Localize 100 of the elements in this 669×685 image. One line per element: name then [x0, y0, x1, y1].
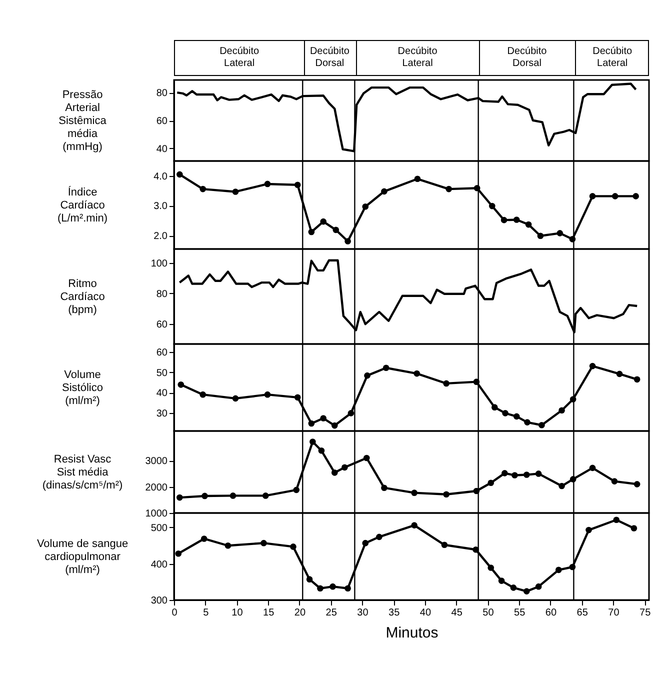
point: [558, 482, 565, 490]
y-tick-label: 100: [150, 258, 168, 270]
point: [232, 188, 239, 195]
point: [488, 202, 496, 210]
point: [512, 472, 518, 478]
point: [491, 404, 498, 410]
point: [364, 372, 370, 379]
y-tick-label: 40: [156, 388, 168, 400]
y-tick-label: 2.0: [154, 231, 168, 242]
point: [535, 470, 542, 477]
point: [411, 490, 418, 496]
point: [200, 186, 206, 192]
x-tick-label: 30: [357, 608, 369, 618]
point: [175, 550, 182, 557]
point: [535, 583, 542, 590]
point: [523, 472, 530, 478]
x-axis-title: Minutos: [386, 624, 438, 642]
point: [443, 491, 450, 498]
y-tick-label: 60: [156, 116, 168, 127]
y-axis-title: Índice Cardíaco (L/m².min): [57, 186, 108, 224]
y-tick-label: 80: [156, 88, 168, 100]
x-tick-label: 35: [388, 608, 400, 618]
y-tick-label: 50: [156, 368, 168, 379]
point: [589, 362, 596, 370]
point: [381, 484, 388, 492]
point: [306, 576, 313, 582]
x-tick-label: 55: [514, 608, 526, 618]
point: [310, 438, 316, 445]
point: [611, 478, 618, 484]
point: [200, 391, 206, 398]
point: [294, 182, 301, 188]
point: [589, 193, 596, 200]
point: [178, 382, 184, 388]
y-tick-label: 30: [156, 408, 168, 420]
y-tick-label: 60: [156, 348, 168, 359]
point: [363, 454, 370, 462]
point: [290, 544, 296, 550]
point: [488, 564, 494, 571]
y-axis-title: Resist Vasc Sist média (dinas/s/cm⁵/m²): [42, 454, 123, 492]
y-tick-label: 300: [150, 596, 168, 606]
point: [632, 193, 639, 200]
y-tick-label: 3.0: [154, 201, 168, 212]
point: [556, 230, 564, 236]
point: [308, 420, 315, 427]
point: [331, 470, 338, 476]
point: [555, 566, 562, 574]
point: [308, 228, 315, 236]
y-tick-label: 400: [150, 559, 168, 570]
point: [318, 447, 325, 454]
y-tick-label: 80: [156, 288, 168, 300]
point: [446, 186, 452, 192]
point: [414, 370, 420, 377]
point: [502, 470, 508, 476]
y-tick-label: 40: [156, 144, 168, 155]
point: [616, 370, 623, 378]
point: [498, 578, 505, 584]
point: [376, 534, 382, 540]
point: [264, 391, 271, 398]
point: [634, 481, 640, 488]
point: [441, 542, 448, 548]
point: [586, 526, 592, 534]
point: [342, 464, 348, 471]
point: [500, 216, 508, 224]
point: [537, 232, 544, 240]
point: [524, 419, 530, 426]
point: [262, 492, 269, 499]
point: [232, 395, 239, 402]
point: [630, 525, 638, 532]
point: [634, 376, 640, 383]
x-tick-label: 10: [232, 608, 244, 618]
x-tick-label: 25: [326, 608, 338, 618]
point: [176, 494, 183, 501]
point: [264, 180, 271, 188]
point: [224, 542, 232, 549]
y-tick-label: 3000: [145, 456, 168, 468]
point: [443, 380, 450, 387]
point: [293, 486, 300, 494]
y-tick-label: 2000: [145, 482, 168, 494]
point: [411, 522, 418, 528]
point: [381, 188, 388, 195]
x-tick-label: 5: [203, 608, 210, 618]
y-tick-label: 500: [150, 523, 168, 534]
point: [558, 407, 565, 414]
point: [344, 238, 351, 244]
x-tick-label: 0: [172, 608, 178, 618]
point: [230, 492, 236, 499]
y-tick-label: 60: [156, 320, 168, 331]
point: [362, 540, 369, 546]
y-axis-title: Volume de sangue cardiopulmonar (ml/m²): [36, 538, 128, 576]
x-tick-label: 60: [545, 608, 557, 618]
point: [414, 176, 421, 182]
point: [348, 410, 354, 416]
point: [332, 226, 340, 234]
y-axis-title: Volume Sistólico (ml/m²): [62, 369, 103, 407]
point: [202, 492, 208, 500]
point: [612, 193, 618, 200]
point: [513, 413, 520, 420]
point: [330, 583, 336, 590]
point: [382, 364, 390, 372]
point: [502, 410, 508, 416]
